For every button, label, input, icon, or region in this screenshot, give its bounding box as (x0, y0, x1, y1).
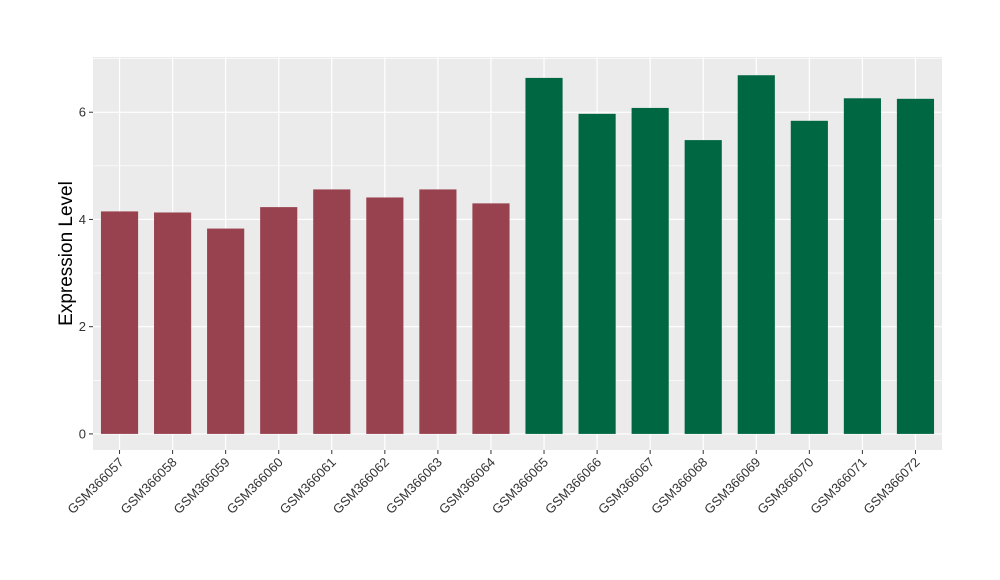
bar (578, 113, 616, 434)
y-tick-label: 0 (79, 426, 86, 441)
y-axis: 0 2 4 6 (79, 105, 93, 441)
bar (472, 203, 510, 434)
bar (313, 189, 351, 434)
x-tick-label: GSM366072 (860, 455, 922, 517)
x-tick-label: GSM366065 (489, 455, 551, 517)
bar (684, 140, 722, 434)
bar (525, 77, 563, 434)
x-tick-label: GSM366058 (117, 455, 179, 517)
bar (790, 120, 828, 434)
x-tick-label: GSM366063 (383, 455, 445, 517)
bar (207, 228, 245, 434)
x-tick-label: GSM366062 (330, 455, 392, 517)
bar (154, 212, 192, 434)
x-axis: GSM366057GSM366058GSM366059GSM366060GSM3… (64, 450, 923, 517)
y-tick-label: 6 (79, 105, 86, 120)
x-tick-label: GSM366057 (64, 455, 126, 517)
bar (896, 98, 935, 434)
x-tick-label: GSM366071 (807, 455, 869, 517)
x-tick-label: GSM366060 (224, 455, 286, 517)
x-tick-label: GSM366059 (171, 455, 233, 517)
y-tick-label: 4 (79, 212, 86, 227)
x-tick-label: GSM366070 (754, 455, 816, 517)
x-tick-label: GSM366068 (648, 455, 710, 517)
bar (100, 211, 139, 434)
bar (631, 107, 669, 434)
y-tick-label: 2 (79, 319, 86, 334)
x-tick-label: GSM366069 (701, 455, 763, 517)
bar (843, 98, 881, 434)
bars (100, 75, 935, 434)
x-tick-label: GSM366061 (277, 455, 339, 517)
bar (419, 189, 457, 434)
bar (737, 75, 775, 434)
x-tick-label: GSM366064 (436, 455, 498, 517)
y-axis-title: Expression Level (56, 181, 77, 326)
x-tick-label: GSM366067 (595, 455, 657, 517)
bar (260, 207, 298, 434)
bar (366, 197, 404, 434)
x-tick-label: GSM366066 (542, 455, 604, 517)
